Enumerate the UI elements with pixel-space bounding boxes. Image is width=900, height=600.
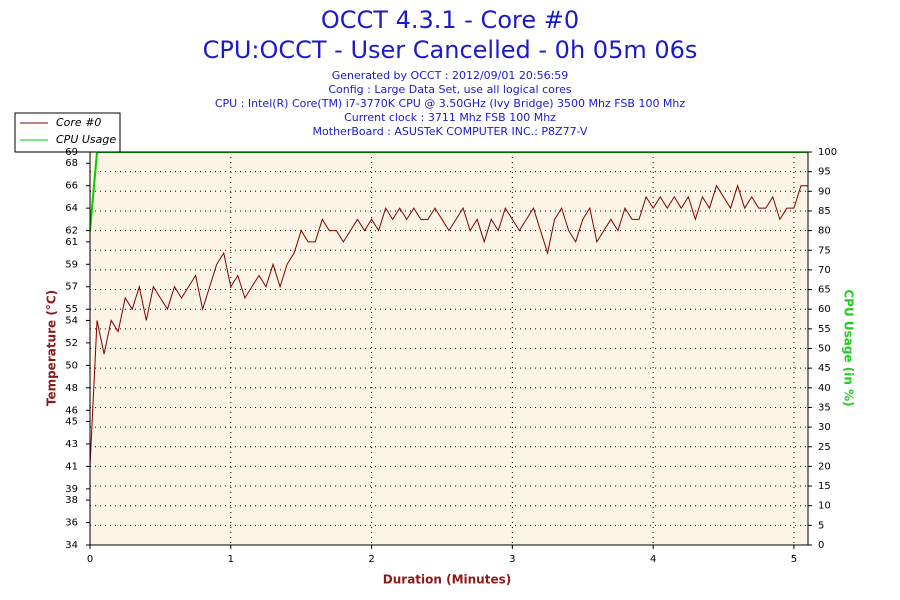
y2-tick-label: 15 bbox=[818, 481, 831, 492]
chart-title: OCCT 4.3.1 - Core #0 bbox=[321, 6, 579, 34]
y2-tick-label: 10 bbox=[818, 501, 831, 512]
series-line bbox=[90, 184, 808, 467]
y2-tick-label: 80 bbox=[818, 226, 831, 237]
y2-tick-label: 40 bbox=[818, 383, 831, 394]
y2-tick-label: 20 bbox=[818, 461, 831, 472]
y-tick-label: 39 bbox=[65, 484, 78, 495]
info-line: CPU : Intel(R) Core(TM) i7-3770K CPU @ 3… bbox=[215, 97, 686, 110]
y2-tick-label: 5 bbox=[818, 520, 824, 531]
y2-tick-label: 90 bbox=[818, 186, 831, 197]
y-tick-label: 36 bbox=[65, 518, 78, 529]
y-tick-label: 64 bbox=[65, 203, 78, 214]
y-tick-label: 43 bbox=[65, 439, 78, 450]
y-tick-label: 54 bbox=[65, 315, 78, 326]
y-tick-label: 55 bbox=[65, 304, 78, 315]
y-tick-label: 41 bbox=[65, 461, 78, 472]
y2-tick-label: 65 bbox=[818, 285, 831, 296]
y2-tick-label: 85 bbox=[818, 206, 831, 217]
y2-tick-label: 70 bbox=[818, 265, 831, 276]
y2-tick-label: 55 bbox=[818, 324, 831, 335]
y2-tick-label: 45 bbox=[818, 363, 831, 374]
y-tick-label: 46 bbox=[65, 405, 78, 416]
x-tick-label: 5 bbox=[791, 554, 797, 565]
y2-tick-label: 75 bbox=[818, 245, 831, 256]
y-tick-label: 38 bbox=[65, 495, 78, 506]
y-tick-label: 62 bbox=[65, 226, 78, 237]
y2-tick-label: 0 bbox=[818, 540, 824, 551]
legend-label: CPU Usage bbox=[56, 133, 116, 146]
y-tick-label: 61 bbox=[65, 237, 78, 248]
y2-tick-label: 100 bbox=[818, 147, 837, 158]
y2-tick-label: 30 bbox=[818, 422, 831, 433]
y2-tick-label: 50 bbox=[818, 344, 831, 355]
info-line: MotherBoard : ASUSTeK COMPUTER INC.: P8Z… bbox=[313, 125, 588, 138]
y-tick-label: 50 bbox=[65, 360, 78, 371]
info-line: Generated by OCCT : 2012/09/01 20:56:59 bbox=[332, 69, 569, 82]
x-tick-label: 4 bbox=[650, 554, 656, 565]
y2-tick-label: 95 bbox=[818, 167, 831, 178]
y-tick-label: 57 bbox=[65, 282, 78, 293]
y-tick-label: 66 bbox=[65, 181, 78, 192]
y-tick-label: 59 bbox=[65, 259, 78, 270]
y-tick-label: 45 bbox=[65, 416, 78, 427]
y2-axis-label: CPU Usage (in %) bbox=[842, 289, 856, 406]
y-axis-label: Temperature (°C) bbox=[45, 290, 59, 406]
y-tick-label: 68 bbox=[65, 158, 78, 169]
info-line: Config : Large Data Set, use all logical… bbox=[328, 83, 572, 96]
x-tick-label: 3 bbox=[509, 554, 515, 565]
y2-tick-label: 35 bbox=[818, 402, 831, 413]
y-tick-label: 34 bbox=[65, 540, 78, 551]
legend-box bbox=[14, 112, 121, 153]
x-tick-label: 1 bbox=[228, 554, 234, 565]
chart-subtitle: CPU:OCCT - User Cancelled - 0h 05m 06s bbox=[203, 36, 698, 64]
y-tick-label: 48 bbox=[65, 383, 78, 394]
y2-tick-label: 25 bbox=[818, 442, 831, 453]
legend: Core #0 CPU Usage bbox=[14, 112, 121, 153]
plot-area bbox=[90, 152, 808, 545]
x-axis-label: Duration (Minutes) bbox=[383, 573, 511, 587]
y2-tick-label: 60 bbox=[818, 304, 831, 315]
x-tick-label: 2 bbox=[368, 554, 374, 565]
legend-label: Core #0 bbox=[56, 116, 101, 129]
y-tick-label: 52 bbox=[65, 338, 78, 349]
series-lines bbox=[90, 152, 808, 467]
x-tick-label: 0 bbox=[87, 554, 93, 565]
info-line: Current clock : 3711 Mhz FSB 100 Mhz bbox=[344, 111, 556, 124]
y-tick-label: 69 bbox=[65, 147, 78, 158]
